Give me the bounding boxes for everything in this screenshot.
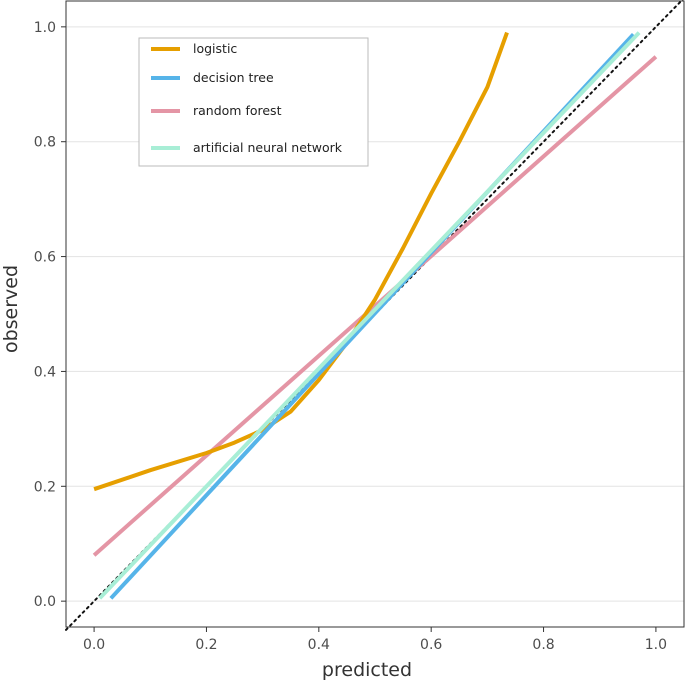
series-line-artificial-neural-network [98,31,641,600]
x-tick-label: 0.6 [420,637,442,653]
x-tick-label: 0.4 [308,637,330,653]
legend: logistic decision tree random forest artifi… [138,37,369,167]
y-tick-label: 0.6 [34,250,56,266]
y-tick-label: 0.4 [34,364,56,380]
x-axis-title: predicted [322,659,412,681]
y-tick-label: 0.0 [34,594,56,610]
legend-label: logistic [193,41,237,56]
y-axis-title: observed [0,265,22,353]
legend-label: artificial neural network [193,140,343,155]
legend-box [138,37,369,167]
x-axis-ticks: 0.0 0.2 0.4 0.6 0.8 1.0 [83,627,667,653]
series-lines [92,31,658,600]
legend-label: decision tree [193,70,274,85]
x-tick-label: 0.0 [83,637,105,653]
series-line-random-forest [92,55,658,557]
legend-label: random forest [193,103,282,118]
x-tick-label: 0.8 [532,637,554,653]
x-tick-label: 1.0 [645,637,667,653]
plot-panel-border [65,0,685,628]
y-tick-label: 0.8 [34,135,56,151]
y-tick-label: 0.2 [34,479,56,495]
y-tick-label: 1.0 [34,20,56,36]
y-axis-ticks: 0.0 0.2 0.4 0.6 0.8 1.0 [34,20,66,610]
x-tick-label: 0.2 [195,637,217,653]
